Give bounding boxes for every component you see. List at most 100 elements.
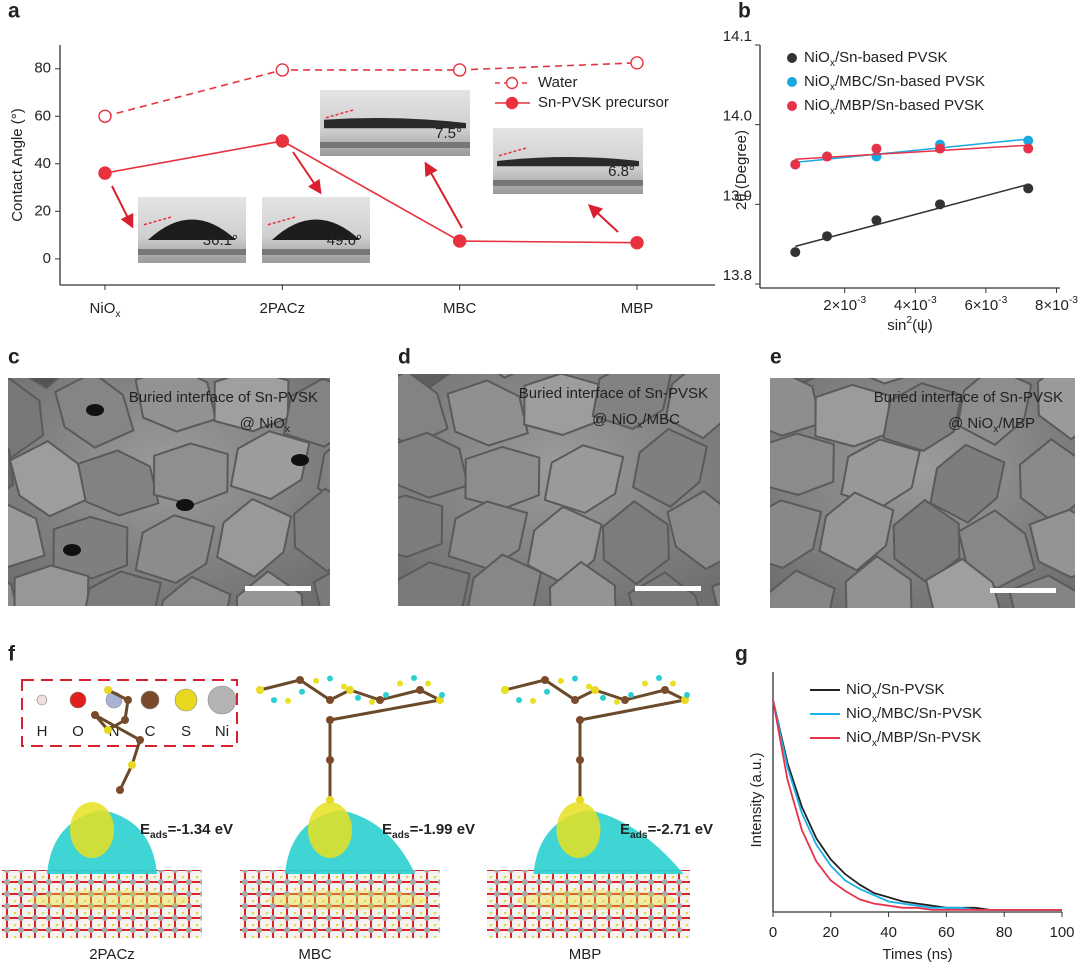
text-script: x (637, 420, 642, 431)
image-caption: Buried interface of Sn-PVSK (129, 389, 318, 406)
value-label: 36.1° (203, 232, 238, 249)
droplet (272, 219, 360, 240)
atom (576, 756, 584, 764)
grain (398, 494, 444, 558)
grain (882, 382, 963, 452)
grain (664, 374, 720, 440)
charge-dot (628, 691, 634, 698)
atom-label: H (37, 723, 48, 740)
text-script: x (872, 690, 877, 701)
grain (601, 500, 670, 586)
text-script: x (872, 714, 877, 725)
value-label: 49.6° (327, 232, 362, 249)
atom-label: O (72, 723, 84, 740)
charge-yellow (556, 802, 601, 858)
atom (661, 686, 669, 694)
image-caption: @ NiOx/MBC (592, 411, 680, 431)
grain (711, 582, 720, 606)
grain (232, 310, 312, 375)
atom-swatch (207, 685, 237, 715)
bond (329, 698, 441, 722)
bond (504, 678, 546, 692)
text-script: x (115, 309, 120, 320)
data-point (1023, 143, 1034, 154)
charge-dot (558, 677, 564, 684)
image-caption: @ NiOx/MBP (948, 415, 1035, 435)
grain (398, 561, 471, 606)
text-script: ads (630, 830, 648, 841)
data-point (935, 199, 945, 210)
y-axis-label: 2θ (Degree) (733, 130, 750, 210)
data-point (871, 215, 882, 226)
text-script: -3 (857, 295, 866, 306)
grain (844, 555, 913, 608)
scale-bar (245, 586, 311, 591)
grain (467, 553, 543, 606)
text-script: ads (392, 830, 410, 841)
atom (326, 796, 334, 804)
grain (631, 427, 709, 509)
legend-label: NiOx/MBP/Sn-PVSK (846, 729, 981, 749)
charge-cyan (533, 810, 684, 874)
grain (8, 503, 46, 568)
text-script: x (872, 738, 877, 749)
charge-dot (530, 697, 536, 704)
series-line (104, 140, 638, 244)
data-point (790, 159, 801, 170)
charge-yellow (516, 890, 677, 910)
atom (376, 696, 384, 704)
bond (349, 688, 381, 702)
atom (296, 676, 304, 684)
grain (770, 432, 835, 496)
grain (13, 564, 90, 606)
data-point (275, 63, 290, 77)
data-point (98, 109, 112, 123)
atom (116, 786, 124, 794)
grain (216, 497, 293, 579)
data-point (871, 143, 882, 154)
grain (316, 447, 330, 496)
charge-dot (327, 675, 333, 682)
legend-marker (787, 77, 797, 87)
y-tick-label: 60 (34, 107, 51, 124)
y-axis-label: Intensity (a.u.) (748, 752, 765, 847)
data-point (275, 134, 290, 148)
pinhole (291, 454, 309, 466)
grain (1036, 378, 1075, 441)
charge-dot (397, 680, 403, 687)
slab (240, 870, 440, 938)
grain (464, 445, 541, 510)
charge-dot (411, 675, 417, 682)
text-script: -3 (1069, 295, 1078, 306)
legend-marker (505, 96, 519, 110)
charge-dot (299, 688, 305, 695)
x-tick-label: 20 (822, 924, 839, 941)
y-tick-label: 80 (34, 60, 51, 77)
grain (770, 499, 823, 569)
scale-bar (635, 586, 701, 591)
x-tick-label: MBC (443, 300, 477, 317)
adsorption-energy: Eads=-1.99 eV (382, 821, 475, 841)
y-tick-label: 20 (34, 202, 51, 219)
grain (497, 374, 515, 379)
structure-label: 2PACz (89, 946, 135, 963)
grain (152, 442, 229, 506)
legend-label: Sn-PVSK precursor (538, 94, 669, 111)
atom (576, 796, 584, 804)
data-point (822, 231, 833, 242)
slab (2, 870, 202, 938)
atom (326, 756, 334, 764)
grain (319, 301, 390, 381)
data-point (822, 151, 833, 162)
sem-image (770, 378, 1075, 608)
grain (52, 515, 129, 580)
value-label: 6.8° (608, 163, 635, 180)
adsorption-energy: Eads=-2.71 eV (620, 821, 713, 841)
charge-dot (544, 688, 550, 695)
data-point (1023, 135, 1034, 146)
text-script: -3 (928, 295, 937, 306)
charge-dot (257, 687, 263, 693)
charge-yellow (308, 802, 352, 858)
panel-label: b (738, 0, 751, 23)
atom-label: C (145, 723, 156, 740)
